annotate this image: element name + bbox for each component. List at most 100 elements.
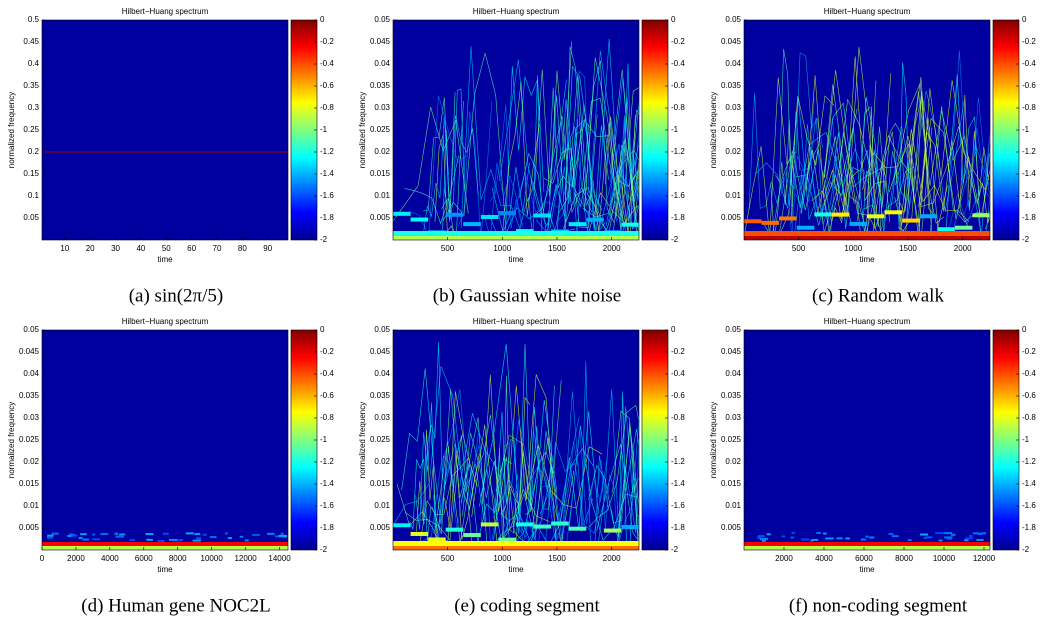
spectrum-background xyxy=(393,330,639,550)
y-tick-label: 0.015 xyxy=(370,479,391,488)
colorbar-tick-label: 0 xyxy=(1022,15,1027,24)
spectrum-block xyxy=(393,523,411,528)
spectrum-ridge xyxy=(623,428,639,503)
colorbar-tick-label: -1.8 xyxy=(671,523,685,532)
spectrum-ridge xyxy=(874,122,907,212)
x-tick-label: 14000 xyxy=(268,554,291,563)
spectrum-ridge xyxy=(421,389,480,542)
y-tick-label: 0.005 xyxy=(721,523,742,532)
spectrum-block xyxy=(902,218,920,223)
spectrum-ridge xyxy=(899,129,970,234)
x-tick-label: 500 xyxy=(792,244,806,253)
spectrum-speck xyxy=(278,534,288,537)
spectrum-ridge xyxy=(568,425,638,541)
spectrum-ridge xyxy=(518,344,555,520)
spectrum-speck xyxy=(923,536,928,539)
x-tick-label: 1500 xyxy=(548,554,566,563)
y-tick-label: 0.005 xyxy=(370,523,391,532)
spectrum-speck xyxy=(964,539,969,542)
y-tick-label: 0.04 xyxy=(23,369,39,378)
spectrum-speck xyxy=(891,535,899,538)
chart-title: Hilbert−Huang spectrum xyxy=(122,317,209,326)
x-tick-label: 6000 xyxy=(855,554,873,563)
y-axis-label: normalized frequency xyxy=(7,92,16,168)
spectrum-speck xyxy=(926,536,933,539)
spectrum-ridge xyxy=(798,175,820,236)
colorbar-tick-label: -1.8 xyxy=(1022,523,1036,532)
x-tick-label: 60 xyxy=(187,244,196,253)
y-tick-label: 0.15 xyxy=(23,169,39,178)
spectrum-ridge xyxy=(573,60,615,223)
y-tick-label: 0.5 xyxy=(28,15,40,24)
spectrum-block xyxy=(831,212,850,217)
spectrum-ridge xyxy=(500,396,531,515)
x-tick-label: 2000 xyxy=(67,554,85,563)
colorbar xyxy=(641,19,669,241)
colorbar-tick-label: -1.4 xyxy=(1022,479,1036,488)
colorbar-tick-label: -2 xyxy=(320,235,328,244)
y-tick-label: 0.03 xyxy=(23,413,39,422)
colorbar-tick-label: -0.4 xyxy=(1022,369,1036,378)
spectrum-band xyxy=(42,542,288,547)
spectrum-ridge xyxy=(779,95,835,235)
spectrum-band xyxy=(744,546,990,550)
spectrum-ridge xyxy=(984,152,990,200)
x-axis-label: time xyxy=(859,565,875,574)
x-tick-label: 8000 xyxy=(169,554,187,563)
spectrum-speck xyxy=(178,538,184,541)
spectrum-ridge xyxy=(422,117,449,237)
spectrum-block xyxy=(568,222,587,227)
y-tick-label: 0.01 xyxy=(23,501,39,510)
colorbar-tick-label: -0.8 xyxy=(671,103,685,112)
spectrum-band xyxy=(744,231,990,236)
spectrum-speck xyxy=(239,535,244,538)
spectrum-background xyxy=(393,20,639,240)
colorbar-tick-label: -0.2 xyxy=(320,37,334,46)
y-tick-label: 0.045 xyxy=(721,347,742,356)
x-tick-label: 500 xyxy=(441,244,455,253)
spectrum-speck xyxy=(194,532,201,535)
spectrum-ridge xyxy=(620,63,639,204)
x-tick-label: 50 xyxy=(162,244,171,253)
colorbar xyxy=(641,329,669,551)
spectrum-speck xyxy=(965,537,974,540)
colorbar xyxy=(290,19,318,241)
colorbar-tick-label: -1.6 xyxy=(1022,191,1036,200)
spectrum-speck xyxy=(47,534,54,537)
spectrum-speck xyxy=(845,537,850,540)
colorbar-tick-label: -1.6 xyxy=(320,191,334,200)
colorbar-tick-label: -1 xyxy=(320,435,328,444)
y-tick-label: 0.035 xyxy=(370,81,391,90)
y-tick-label: 0.035 xyxy=(19,391,40,400)
spectrum-ridge xyxy=(780,96,815,237)
caption: (a) sin(2π/5) xyxy=(129,285,224,306)
y-axis-label: normalized frequency xyxy=(709,92,718,168)
spectrum-ridge xyxy=(556,70,591,235)
spectrum xyxy=(744,20,990,240)
spectrum-background xyxy=(42,20,288,240)
spectrum-speck xyxy=(92,533,96,536)
spectrum-speck xyxy=(790,536,794,539)
spectrum-ridge xyxy=(627,109,639,202)
colorbar-tick-label: 0 xyxy=(1022,325,1027,334)
y-tick-label: 0.01 xyxy=(374,191,390,200)
spectrum-speck xyxy=(100,532,109,535)
colorbar-tick-label: -0.6 xyxy=(671,81,685,90)
spectrum-speck xyxy=(761,539,766,542)
colorbar-tick-label: -2 xyxy=(671,545,679,554)
spectrum-ridge xyxy=(489,104,522,229)
spectrum-ridge xyxy=(422,92,456,222)
colorbar-tick-label: -1.6 xyxy=(671,191,685,200)
colorbar-tick-label: -0.2 xyxy=(1022,37,1036,46)
y-axis-label: normalized frequency xyxy=(358,92,367,168)
spectrum-speck xyxy=(115,535,125,538)
spectrum-speck xyxy=(969,535,973,538)
spectrum-ridge xyxy=(822,102,885,188)
x-tick-label: 10000 xyxy=(201,554,224,563)
spectrum-block xyxy=(533,524,552,529)
spectrum-block xyxy=(568,526,587,531)
colorbar-tick-label: -2 xyxy=(320,545,328,554)
chart-title: Hilbert−Huang spectrum xyxy=(824,317,911,326)
spectrum-ridge xyxy=(605,142,639,227)
caption: (e) coding segment xyxy=(454,595,600,616)
